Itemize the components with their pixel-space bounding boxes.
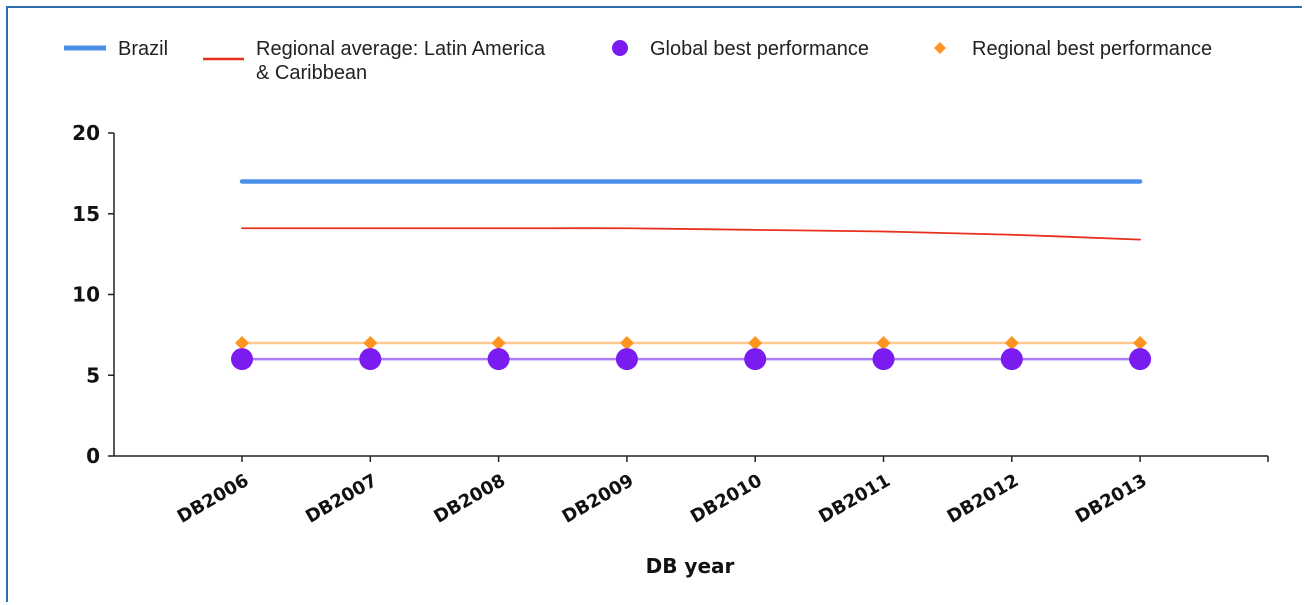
series	[231, 179, 1152, 371]
data-point-regional-best-performance	[876, 335, 891, 350]
chart-frame	[6, 6, 1302, 602]
x-tick-label: DB2007	[302, 470, 381, 528]
series-line-regional-average-latin-america-caribbean	[241, 227, 1141, 241]
data-point-global-best-performance	[1129, 348, 1152, 371]
series-regional-best-performance	[235, 335, 1148, 350]
legend-label-brazil: Brazil	[118, 38, 168, 60]
y-tick-label: 20	[72, 121, 100, 145]
legend: Brazil Regional average: Latin America &…	[64, 38, 1212, 84]
x-tick-label: DB2012	[944, 470, 1023, 528]
y-tick-label: 0	[86, 444, 100, 468]
x-tick-label: DB2009	[559, 470, 638, 528]
x-tick-label: DB2010	[687, 470, 766, 528]
y-tick-label: 5	[86, 363, 100, 387]
series-regional-average-latin-america-caribbean	[241, 227, 1141, 241]
y-tick-label: 15	[72, 202, 100, 226]
data-point-global-best-performance	[359, 348, 382, 371]
y-ticks: 0 5 10 15 20	[72, 121, 114, 468]
data-point-global-best-performance	[615, 348, 638, 371]
data-point-regional-best-performance	[1133, 335, 1148, 350]
x-axis-title: DB year	[646, 554, 735, 578]
legend-label-regional-best: Regional best performance	[972, 38, 1212, 60]
legend-swatch-regional-best	[934, 42, 946, 54]
series-global-best-performance	[231, 348, 1152, 371]
x-tick-label: DB2011	[815, 470, 894, 528]
x-tick-label: DB2008	[430, 470, 509, 528]
data-point-regional-best-performance	[491, 335, 506, 350]
data-point-global-best-performance	[487, 348, 510, 371]
data-point-regional-best-performance	[619, 335, 634, 350]
data-point-regional-best-performance	[1004, 335, 1019, 350]
data-point-regional-best-performance	[235, 335, 249, 350]
data-point-global-best-performance	[1000, 348, 1023, 371]
data-point-global-best-performance	[872, 348, 895, 371]
data-point-global-best-performance	[231, 348, 253, 371]
x-tick-label: DB2013	[1072, 470, 1151, 528]
data-point-regional-best-performance	[363, 335, 378, 350]
legend-label-regional-average: Regional average: Latin America & Caribb…	[256, 38, 551, 84]
y-tick-label: 10	[72, 283, 100, 307]
data-point-global-best-performance	[744, 348, 767, 371]
legend-swatch-global-best	[612, 40, 628, 56]
data-point-regional-best-performance	[748, 335, 763, 350]
x-tick-label: DB2006	[174, 470, 253, 528]
legend-label-global-best: Global best performance	[650, 38, 869, 60]
x-ticks: DB2006 DB2007 DB2008 DB2009 DB2010 DB2011 DB20…	[174, 456, 1151, 528]
